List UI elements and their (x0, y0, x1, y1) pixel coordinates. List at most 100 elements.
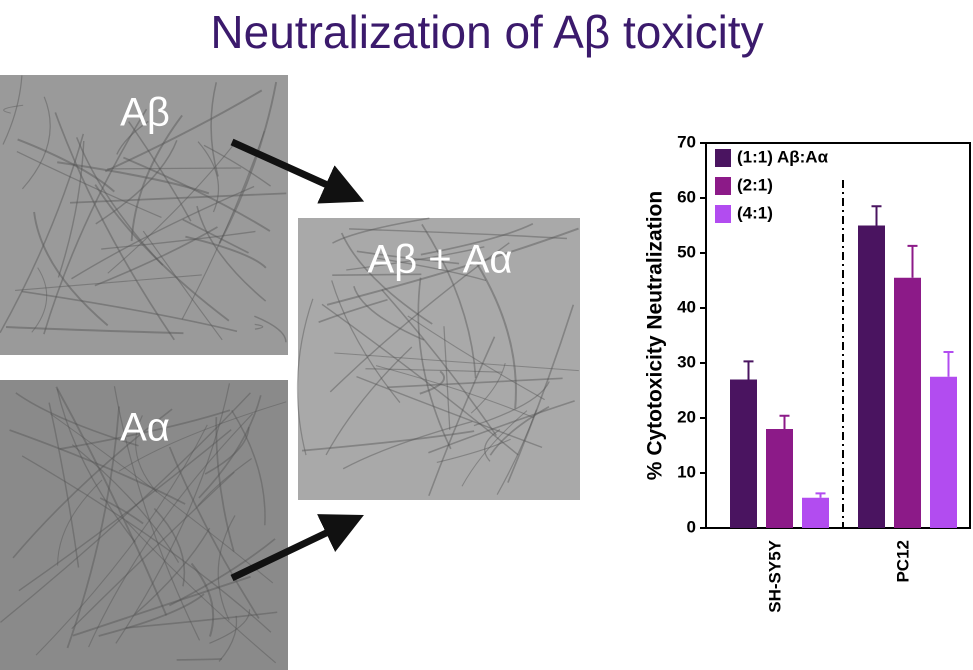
fibril (135, 415, 158, 493)
fibril (99, 497, 144, 525)
legend-label: (2:1) (737, 175, 773, 194)
fibril (318, 298, 388, 323)
legend-swatch (715, 149, 731, 167)
fibril (12, 408, 173, 559)
fibril (142, 230, 223, 341)
fibril (203, 144, 271, 187)
fibril (332, 273, 422, 277)
fibril (381, 289, 497, 437)
fibril (75, 137, 164, 266)
fibril (198, 395, 262, 499)
bar (894, 277, 921, 528)
error-bar (815, 492, 826, 498)
fibril (204, 427, 250, 475)
fibril (209, 609, 251, 644)
fibril (134, 527, 211, 615)
y-axis-label: % Cytotoxicity Neutralization (644, 191, 667, 480)
fibril (218, 81, 278, 244)
fibril (507, 304, 575, 483)
fibril (334, 352, 579, 372)
micrograph (0, 75, 288, 355)
fibril (128, 121, 192, 222)
fibril (182, 218, 249, 254)
fibril (428, 336, 496, 497)
error-bar (779, 414, 790, 429)
x-tick-label: PC12 (893, 540, 912, 583)
y-tick-label: 20 (677, 407, 696, 426)
legend-label: (4:1) (737, 203, 773, 222)
y-tick-label: 40 (677, 297, 696, 316)
legend-label: (1:1) Aβ:Aα (737, 147, 829, 166)
y-tick-label: 70 (677, 132, 696, 151)
fibril (217, 515, 236, 621)
fibril (210, 82, 219, 177)
fibril (70, 192, 287, 204)
fibril (50, 413, 274, 584)
fibril (57, 479, 103, 566)
fibril (231, 409, 266, 526)
fibril (9, 429, 186, 505)
fibril (349, 228, 567, 240)
fibril (33, 211, 109, 327)
fibril (18, 429, 232, 592)
fibril (190, 562, 215, 637)
panel-label: Aα (120, 406, 170, 450)
fibril (71, 471, 235, 630)
micrograph (0, 380, 288, 670)
legend-swatch (715, 177, 731, 195)
fibril (496, 409, 538, 495)
fibril (104, 89, 263, 173)
fibril (340, 232, 433, 325)
fibril (56, 388, 136, 543)
fibril (365, 368, 503, 373)
fibril (35, 424, 208, 656)
fibril (72, 575, 251, 637)
fibril (296, 298, 314, 456)
fibril (2, 75, 23, 145)
error-bar (943, 351, 954, 377)
fibril (17, 138, 115, 193)
fibril (436, 438, 511, 464)
fibril (16, 151, 162, 219)
fibril (470, 363, 506, 414)
fibril (417, 277, 452, 450)
fibril (6, 326, 184, 335)
fibril (215, 417, 235, 552)
plot-frame (705, 142, 971, 529)
micrograph (298, 218, 580, 500)
fibril (55, 386, 168, 616)
fibril (57, 161, 210, 195)
fibril (125, 520, 277, 664)
bar (930, 376, 957, 528)
panel-label: Aβ + Aα (367, 238, 512, 282)
figure-title: Neutralization of Aβ toxicity (210, 6, 763, 58)
fibril (342, 420, 473, 470)
micrographs: Aβ Aα Aβ + Aα (0, 75, 580, 670)
x-tick-label: SH-SY5Y (765, 539, 784, 612)
fibril (118, 401, 287, 472)
panel-label: Aβ (120, 91, 170, 135)
y-tick-label: 10 (677, 462, 696, 481)
fibril (254, 323, 264, 330)
fibril (329, 242, 510, 393)
arrow (230, 138, 365, 204)
bar (766, 429, 793, 528)
fibril (107, 167, 242, 170)
fibril (475, 261, 517, 409)
fibril (326, 227, 579, 306)
fibril (113, 386, 201, 641)
fibril (66, 406, 120, 649)
fibril (153, 507, 186, 587)
fibril (123, 156, 271, 232)
fibril (176, 658, 222, 661)
fibril (218, 615, 238, 662)
fibril (332, 217, 430, 244)
fibril (325, 346, 413, 456)
fibril (443, 326, 451, 430)
bar (802, 497, 829, 528)
fibril (374, 257, 487, 282)
fibril (130, 114, 183, 242)
error-bar (907, 244, 918, 278)
fibril (54, 112, 175, 341)
